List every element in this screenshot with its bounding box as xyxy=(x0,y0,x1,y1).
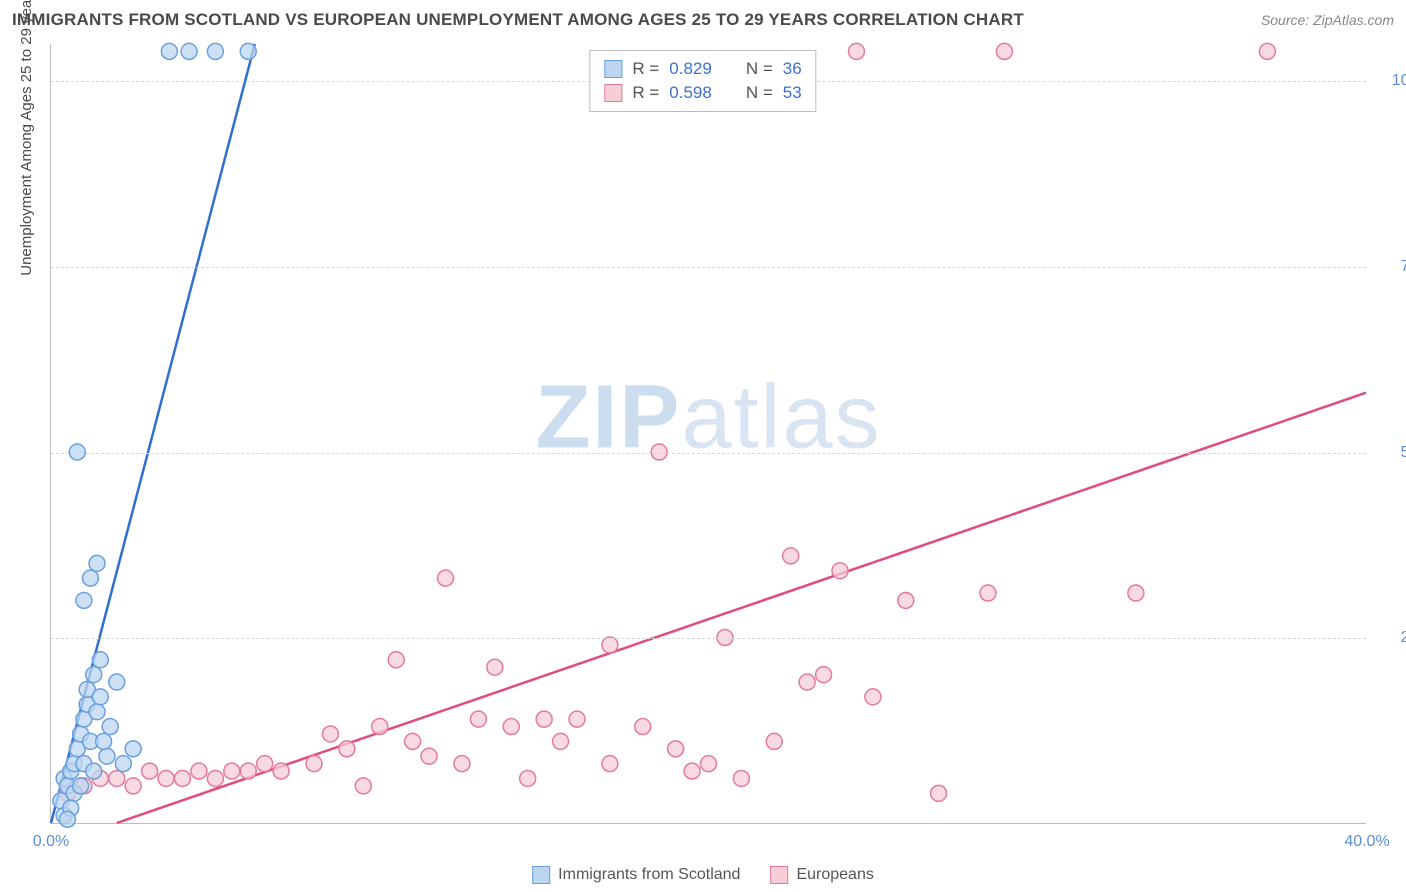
chart-title: IMMIGRANTS FROM SCOTLAND VS EUROPEAN UNE… xyxy=(12,10,1024,30)
series-legend: Immigrants from Scotland Europeans xyxy=(532,866,874,884)
legend-item-scotland: Immigrants from Scotland xyxy=(532,866,740,884)
x-tick-label: 40.0% xyxy=(1344,833,1389,851)
y-tick-label: 25.0% xyxy=(1376,629,1406,647)
x-tick-label: 0.0% xyxy=(33,833,69,851)
legend-label-europeans: Europeans xyxy=(796,866,873,884)
swatch-europeans xyxy=(604,84,622,102)
legend-swatch-europeans xyxy=(770,866,788,884)
r-value-europeans: 0.598 xyxy=(669,83,712,103)
gridline xyxy=(51,267,1366,268)
stats-legend: R = 0.829 N = 36 R = 0.598 N = 53 xyxy=(589,50,816,112)
stats-row-europeans: R = 0.598 N = 53 xyxy=(604,81,801,105)
plot-area: ZIPatlas 25.0%50.0%75.0%100.0%0.0%40.0% xyxy=(50,44,1366,824)
gridline xyxy=(51,638,1366,639)
y-tick-label: 100.0% xyxy=(1376,72,1406,90)
n-value-europeans: 53 xyxy=(783,83,802,103)
swatch-scotland xyxy=(604,60,622,78)
y-axis-title: Unemployment Among Ages 25 to 29 years xyxy=(18,0,35,276)
source-label: Source: ZipAtlas.com xyxy=(1261,12,1394,28)
n-value-scotland: 36 xyxy=(783,59,802,79)
legend-label-scotland: Immigrants from Scotland xyxy=(558,866,740,884)
title-bar: IMMIGRANTS FROM SCOTLAND VS EUROPEAN UNE… xyxy=(12,10,1394,30)
y-tick-label: 50.0% xyxy=(1376,444,1406,462)
r-value-scotland: 0.829 xyxy=(669,59,712,79)
legend-swatch-scotland xyxy=(532,866,550,884)
stats-row-scotland: R = 0.829 N = 36 xyxy=(604,57,801,81)
chart-svg xyxy=(51,44,1366,823)
gridline xyxy=(51,453,1366,454)
y-tick-label: 75.0% xyxy=(1376,258,1406,276)
legend-item-europeans: Europeans xyxy=(770,866,873,884)
